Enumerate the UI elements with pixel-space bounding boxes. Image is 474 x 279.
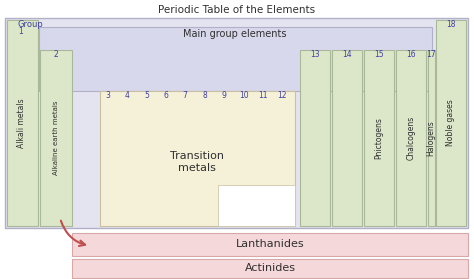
Text: 17: 17	[426, 50, 436, 59]
Text: Chalcogens: Chalcogens	[407, 116, 416, 160]
Bar	[396, 50, 426, 226]
Bar	[300, 50, 330, 226]
Text: 9: 9	[221, 91, 227, 100]
Bar	[100, 91, 295, 226]
Text: 12: 12	[277, 91, 287, 100]
Text: 15: 15	[374, 50, 384, 59]
Text: Alkali metals: Alkali metals	[18, 98, 27, 148]
Text: 10: 10	[239, 91, 249, 100]
Bar	[436, 20, 466, 226]
Text: 4: 4	[125, 91, 129, 100]
Text: Periodic Table of the Elements: Periodic Table of the Elements	[158, 5, 316, 15]
Text: 8: 8	[202, 91, 207, 100]
Bar	[364, 50, 394, 226]
Text: Transition
metals: Transition metals	[170, 151, 224, 173]
Text: 11: 11	[258, 91, 268, 100]
Text: 3: 3	[106, 91, 110, 100]
Bar	[332, 50, 362, 226]
Text: 6: 6	[164, 91, 168, 100]
Text: 1: 1	[18, 27, 23, 36]
Bar	[72, 259, 468, 278]
Bar	[39, 27, 432, 91]
Bar	[72, 233, 468, 256]
Text: Actinides: Actinides	[245, 263, 295, 273]
Text: Alkaline earth metals: Alkaline earth metals	[53, 101, 59, 175]
Text: 13: 13	[310, 50, 320, 59]
Text: 2: 2	[54, 50, 58, 59]
Text: Main group elements: Main group elements	[183, 29, 287, 39]
Bar	[5, 18, 468, 228]
Text: 5: 5	[145, 91, 149, 100]
Text: Lanthanides: Lanthanides	[236, 239, 304, 249]
Bar	[218, 185, 295, 226]
Text: 18: 18	[446, 20, 456, 29]
Bar	[40, 50, 72, 226]
Bar	[428, 50, 435, 226]
Text: Noble gases: Noble gases	[447, 100, 456, 146]
Bar	[7, 20, 38, 226]
Text: 16: 16	[406, 50, 416, 59]
Text: Pnictogens: Pnictogens	[374, 117, 383, 159]
Text: Group: Group	[18, 20, 44, 29]
Text: 7: 7	[182, 91, 187, 100]
Text: Halogens: Halogens	[427, 120, 436, 156]
Text: 14: 14	[342, 50, 352, 59]
